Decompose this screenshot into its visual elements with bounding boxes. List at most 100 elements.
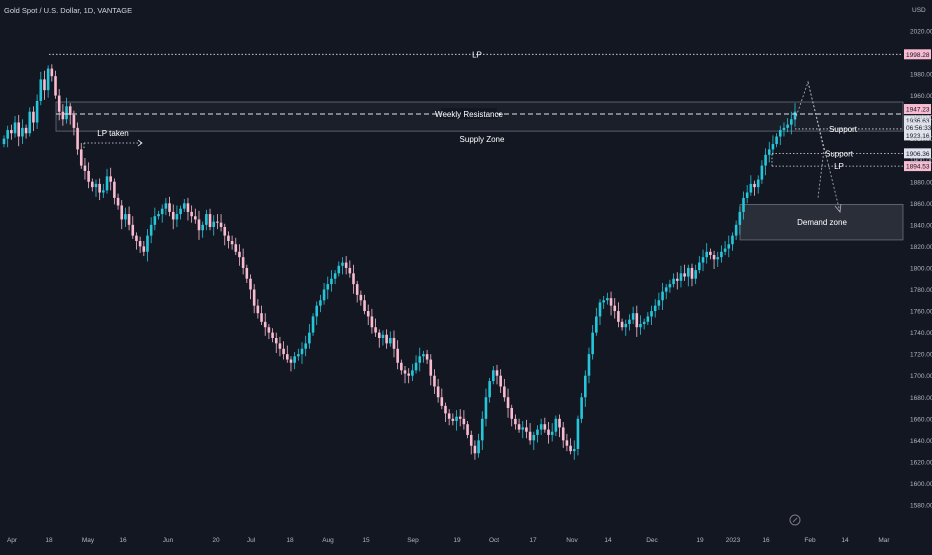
candle (330, 270, 333, 292)
candle (311, 313, 315, 336)
time-axis[interactable]: Apr 18 May 16 Jun 20 Jul 18 Aug 15 Sep 19 Oct 17 Nov 14… (7, 537, 890, 544)
candle (760, 160, 764, 184)
candle (488, 377, 491, 403)
candle (46, 65, 50, 98)
candle (720, 245, 723, 263)
candle-body (517, 424, 521, 430)
y-tick-label: 1860.00 (910, 201, 932, 208)
candle-body (293, 356, 296, 363)
candle-body (79, 149, 83, 166)
candle-body (492, 370, 495, 382)
candle (786, 118, 789, 133)
candle (466, 420, 469, 439)
candle-body (381, 334, 385, 338)
candle-body (102, 190, 105, 193)
price-tag-lp-bottom: 1894.53 (906, 164, 930, 171)
candle-body (50, 68, 54, 77)
candle (668, 279, 672, 293)
candle-body (720, 251, 723, 258)
candle (374, 318, 377, 337)
candle-body (576, 418, 580, 449)
candle (333, 270, 337, 285)
candle-body (646, 316, 650, 322)
tradingview-logo-icon (789, 514, 801, 526)
candle-body (606, 298, 609, 301)
candle (39, 71, 43, 106)
candle-body (72, 114, 76, 128)
candle-body (308, 332, 311, 344)
candle-body (650, 311, 653, 317)
candle (473, 440, 477, 460)
candle-body (164, 203, 168, 209)
candle (731, 232, 734, 251)
lp-taken-label: LP taken (97, 129, 128, 138)
candle-body (760, 165, 764, 180)
candle (223, 223, 227, 246)
candle (297, 348, 300, 361)
candle-body (591, 332, 594, 355)
candle (131, 216, 135, 239)
candle (28, 107, 32, 137)
candle-body (635, 313, 639, 328)
candle-body (363, 300, 366, 312)
candle (782, 122, 786, 137)
candle-body (583, 375, 587, 398)
candle (61, 104, 65, 126)
price-tag-support: 1906.36 (906, 151, 930, 158)
candle (400, 359, 403, 375)
candle-body (550, 431, 554, 435)
candle (326, 276, 330, 300)
candle (679, 265, 683, 288)
candle (569, 438, 572, 455)
candle (87, 162, 90, 189)
y-tick-label: 1820.00 (910, 244, 932, 251)
candle-body (238, 251, 241, 258)
candle-body (10, 130, 13, 134)
price-tag-info-2: 1923.16 (906, 133, 930, 140)
candle (602, 295, 605, 309)
weekly-resistance-label: Weekly Resistance (435, 110, 503, 119)
candle-body (661, 291, 664, 301)
candle (764, 148, 767, 176)
candle-body (385, 334, 388, 344)
candle-body (554, 418, 558, 432)
y-tick-label: 1900.00 (910, 158, 932, 165)
candle-body (455, 416, 458, 421)
candle (341, 257, 344, 275)
candle (348, 260, 352, 278)
chart-title: Gold Spot / U.S. Dollar, 1D, VANTAGE (4, 6, 132, 15)
candle (543, 417, 547, 433)
y-tick-label: 1620.00 (910, 459, 932, 466)
candle-body (344, 262, 348, 268)
candle (444, 402, 447, 423)
candle (738, 206, 742, 235)
candle (451, 413, 455, 426)
candle-body (182, 203, 186, 209)
y-tick-label: 1720.00 (910, 352, 932, 359)
candle (245, 264, 249, 284)
candle-body (709, 251, 712, 256)
candle-body (679, 273, 683, 281)
candle-body (333, 273, 337, 279)
y-tick-label: 1920.00 (910, 136, 932, 143)
candle-body (28, 111, 32, 134)
candle (436, 378, 440, 403)
x-tick-label: 18 (286, 537, 294, 544)
candle-body (790, 119, 793, 125)
x-tick-label: 14 (604, 537, 612, 544)
candle-body (602, 300, 605, 303)
candle (506, 388, 510, 418)
candle-body (628, 319, 631, 324)
projection-layer (794, 80, 842, 213)
x-tick-label: Jun (163, 537, 174, 544)
candle (285, 345, 289, 363)
candle (425, 349, 429, 364)
candle (315, 301, 319, 326)
candle-body (477, 440, 480, 454)
candle-body (194, 216, 197, 220)
candle (683, 264, 686, 281)
candle-body (528, 431, 532, 441)
price-axis[interactable]: 2020.00 1980.00 1960.00 1940.00 1920.00 1900.… (910, 28, 932, 509)
